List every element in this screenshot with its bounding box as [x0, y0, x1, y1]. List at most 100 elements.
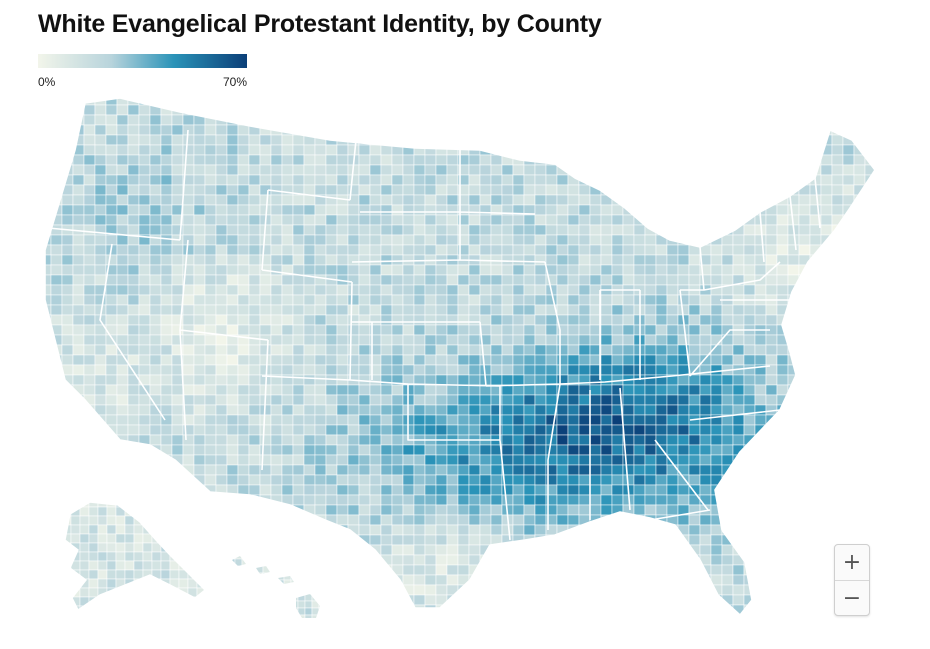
county-cell[interactable] — [138, 394, 151, 406]
county-cell[interactable] — [314, 114, 327, 126]
county-cell[interactable] — [567, 414, 580, 426]
county-cell[interactable] — [600, 304, 613, 316]
county-cell[interactable] — [292, 394, 305, 406]
county-cell[interactable] — [622, 414, 635, 426]
county-cell[interactable] — [178, 542, 189, 553]
county-cell[interactable] — [809, 134, 822, 146]
county-cell[interactable] — [228, 579, 236, 588]
county-cell[interactable] — [435, 424, 448, 436]
county-cell[interactable] — [864, 354, 876, 366]
county-cell[interactable] — [611, 524, 624, 536]
county-cell[interactable] — [347, 104, 360, 116]
county-cell[interactable] — [457, 334, 470, 346]
county-cell[interactable] — [446, 554, 459, 566]
county-cell[interactable] — [204, 264, 217, 276]
county-cell[interactable] — [512, 304, 525, 316]
county-cell[interactable] — [169, 533, 180, 544]
county-cell[interactable] — [732, 574, 745, 586]
county-cell[interactable] — [589, 174, 602, 186]
county-cell[interactable] — [204, 204, 217, 216]
county-cell[interactable] — [677, 224, 690, 236]
county-cell[interactable] — [237, 204, 250, 216]
county-cell[interactable] — [622, 224, 635, 236]
county-cell[interactable] — [402, 294, 415, 306]
county-cell[interactable] — [402, 464, 415, 476]
county-cell[interactable] — [325, 384, 338, 396]
county-cell[interactable] — [545, 204, 558, 216]
county-cell[interactable] — [105, 484, 118, 496]
county-cell[interactable] — [182, 504, 195, 516]
county-cell[interactable] — [160, 484, 173, 496]
county-cell[interactable] — [446, 244, 459, 256]
county-cell[interactable] — [534, 364, 547, 376]
county-cell[interactable] — [732, 234, 745, 246]
county-cell[interactable] — [688, 314, 701, 326]
county-cell[interactable] — [40, 214, 52, 226]
county-cell[interactable] — [226, 604, 239, 615]
county-cell[interactable] — [413, 284, 426, 296]
county-cell[interactable] — [446, 214, 459, 226]
county-cell[interactable] — [105, 284, 118, 296]
county-cell[interactable] — [40, 504, 52, 516]
county-cell[interactable] — [721, 95, 734, 106]
county-cell[interactable] — [88, 560, 99, 571]
county-cell[interactable] — [105, 184, 118, 196]
county-cell[interactable] — [237, 464, 250, 476]
county-cell[interactable] — [644, 95, 657, 106]
county-cell[interactable] — [677, 334, 690, 346]
county-cell[interactable] — [699, 134, 712, 146]
county-cell[interactable] — [677, 394, 690, 406]
county-cell[interactable] — [391, 104, 404, 116]
county-cell[interactable] — [556, 204, 569, 216]
county-cell[interactable] — [62, 551, 72, 562]
county-cell[interactable] — [633, 124, 646, 136]
county-cell[interactable] — [127, 204, 140, 216]
county-cell[interactable] — [688, 95, 701, 106]
county-cell[interactable] — [567, 294, 580, 306]
county-cell[interactable] — [424, 114, 437, 126]
county-cell[interactable] — [369, 414, 382, 426]
county-cell[interactable] — [523, 384, 536, 396]
county-cell[interactable] — [336, 284, 349, 296]
county-cell[interactable] — [743, 334, 756, 346]
county-cell[interactable] — [534, 314, 547, 326]
county-cell[interactable] — [297, 558, 306, 567]
county-cell[interactable] — [567, 494, 580, 506]
county-cell[interactable] — [479, 404, 492, 416]
county-cell[interactable] — [776, 144, 789, 156]
county-cell[interactable] — [710, 374, 723, 386]
county-cell[interactable] — [501, 374, 514, 386]
county-cell[interactable] — [138, 354, 151, 366]
county-cell[interactable] — [578, 504, 591, 516]
county-cell[interactable] — [446, 534, 459, 546]
county-cell[interactable] — [182, 514, 195, 526]
county-cell[interactable] — [578, 354, 591, 366]
county-cell[interactable] — [40, 174, 52, 186]
county-cell[interactable] — [765, 484, 778, 496]
county-cell[interactable] — [633, 174, 646, 186]
county-cell[interactable] — [149, 464, 162, 476]
county-cell[interactable] — [490, 314, 503, 326]
county-cell[interactable] — [853, 494, 866, 506]
county-cell[interactable] — [831, 434, 844, 446]
county-cell[interactable] — [589, 164, 602, 176]
county-cell[interactable] — [413, 534, 426, 546]
county-cell[interactable] — [820, 394, 833, 406]
county-cell[interactable] — [820, 594, 833, 606]
county-cell[interactable] — [501, 554, 514, 566]
county-cell[interactable] — [237, 164, 250, 176]
county-cell[interactable] — [380, 204, 393, 216]
county-cell[interactable] — [138, 314, 151, 326]
county-cell[interactable] — [127, 614, 140, 625]
county-cell[interactable] — [215, 254, 228, 266]
county-cell[interactable] — [237, 444, 250, 456]
county-cell[interactable] — [578, 584, 591, 596]
county-cell[interactable] — [193, 274, 206, 286]
county-cell[interactable] — [435, 524, 448, 536]
county-cell[interactable] — [262, 593, 271, 602]
county-cell[interactable] — [501, 264, 514, 276]
county-cell[interactable] — [281, 254, 294, 266]
county-cell[interactable] — [347, 294, 360, 306]
county-cell[interactable] — [105, 214, 118, 226]
county-cell[interactable] — [468, 604, 481, 615]
